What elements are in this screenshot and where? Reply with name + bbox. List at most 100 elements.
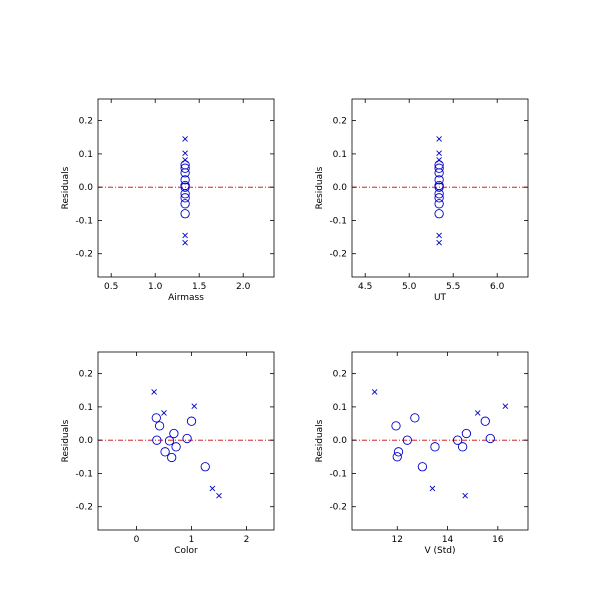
y-tick-label: -0.1 (329, 469, 347, 479)
data-point-circle (154, 421, 165, 431)
x-tick-label: 2 (244, 535, 250, 545)
data-point-circle (434, 189, 444, 199)
y-tick-label: -0.2 (329, 250, 347, 260)
x-tick-label: 5.5 (446, 282, 460, 292)
data-point-cross (474, 410, 481, 416)
data-point-cross (436, 136, 442, 142)
data-point-circle (434, 168, 444, 178)
x-tick-label: 1 (189, 535, 195, 545)
y-tick-label: 0.0 (333, 436, 348, 446)
plot-frame (351, 98, 529, 278)
data-point-circle (180, 209, 190, 219)
data-point-circle (392, 452, 402, 462)
data-point-circle (180, 189, 190, 199)
data-point-cross (436, 239, 442, 246)
x-tick-label: 16 (492, 535, 504, 545)
data-point-cross (429, 485, 436, 492)
x-tick-label: 5.0 (402, 282, 417, 292)
plot-frame (97, 98, 275, 278)
y-tick-label: -0.1 (75, 216, 93, 226)
data-point-circle (169, 428, 179, 439)
data-point-cross (151, 389, 157, 395)
data-point-circle (200, 462, 210, 472)
y-tick-label: 0.2 (333, 117, 347, 127)
data-point-circle (182, 433, 192, 444)
data-point-circle (485, 433, 495, 444)
y-tick-label: 0.1 (333, 150, 347, 160)
data-point-circle (164, 436, 175, 446)
data-point-cross (502, 403, 509, 410)
data-point-circle (434, 182, 444, 192)
y-tick-label: 0.1 (333, 403, 347, 413)
y-tick-label: -0.2 (75, 250, 93, 260)
data-point-circle (152, 435, 162, 445)
data-point-cross (436, 157, 442, 163)
data-point-cross (371, 389, 378, 395)
data-point-cross (182, 239, 188, 246)
y-tick-label: -0.1 (329, 216, 347, 226)
data-point-circle (480, 416, 490, 426)
y-tick-label: 0.0 (79, 436, 94, 446)
panel-color: 0 1 2 -0.2 -0.1 0.0 0.1 0.2 Color Residuals (61, 351, 275, 556)
data-point-circle (452, 435, 463, 445)
data-point-circle (186, 416, 197, 426)
x-axis-label: V (Std) (425, 546, 456, 556)
data-point-cross (182, 232, 188, 239)
panel-vstd: 12 14 16 -0.2 -0.1 0.0 0.1 0.2 V (Std) Residuals (315, 351, 529, 556)
y-axis-label: Residuals (315, 166, 325, 209)
x-tick-label: 2.0 (236, 282, 251, 292)
y-tick-label: -0.1 (75, 469, 93, 479)
data-point-cross (161, 410, 167, 416)
y-tick-label: 0.2 (79, 370, 93, 380)
y-tick-label: 0.1 (79, 403, 93, 413)
y-tick-label: -0.2 (75, 503, 93, 513)
y-tick-label: 0.0 (79, 183, 94, 193)
x-axis-label: Color (174, 546, 198, 556)
data-point-circle (171, 442, 181, 452)
panel-ut: 4.5 5.0 5.5 6.0 -0.2 -0.1 0.0 0.1 0.2 UT Residuals (315, 98, 529, 303)
data-point-circle (461, 428, 472, 439)
data-point-circle (180, 199, 190, 209)
data-point-circle (434, 163, 444, 173)
data-point-circle (151, 413, 161, 423)
data-point-cross (216, 492, 222, 499)
y-tick-label: 0.1 (79, 150, 93, 160)
panel-airmass: 0.5 1.0 1.5 2.0 -0.2 -0.1 0.0 0.1 0.2 Airmass Resi… (61, 98, 275, 303)
data-point-cross (436, 232, 442, 239)
data-point-circle (167, 452, 177, 463)
plot-frame (97, 351, 275, 531)
data-point-circle (434, 175, 444, 185)
x-tick-label: 0.5 (104, 282, 118, 292)
x-axis-label: Airmass (168, 293, 204, 303)
data-point-circle (160, 447, 170, 457)
data-point-cross (191, 403, 198, 410)
x-tick-label: 12 (392, 535, 403, 545)
y-tick-label: -0.2 (329, 503, 347, 513)
x-tick-label: 1.5 (192, 282, 206, 292)
y-tick-label: 0.0 (333, 183, 348, 193)
x-tick-label: 0 (134, 535, 140, 545)
data-point-circle (430, 442, 440, 452)
data-point-circle (180, 182, 190, 192)
data-point-cross (462, 492, 468, 499)
data-point-circle (180, 168, 190, 178)
data-point-circle (180, 175, 190, 185)
data-point-circle (391, 421, 401, 431)
data-point-cross (182, 150, 188, 157)
x-tick-label: 6.0 (490, 282, 505, 292)
y-axis-label: Residuals (61, 166, 71, 209)
data-point-circle (434, 209, 444, 219)
plot-frame (351, 351, 529, 531)
data-point-circle (180, 163, 190, 173)
data-point-circle (410, 413, 420, 423)
x-axis-label: UT (434, 293, 447, 303)
data-point-cross (209, 485, 216, 492)
data-point-circle (393, 447, 404, 457)
data-point-circle (417, 462, 428, 472)
y-tick-label: 0.2 (79, 117, 93, 127)
y-axis-label: Residuals (61, 419, 71, 462)
data-point-circle (180, 193, 190, 203)
data-point-circle (402, 435, 412, 445)
data-point-circle (434, 199, 444, 209)
